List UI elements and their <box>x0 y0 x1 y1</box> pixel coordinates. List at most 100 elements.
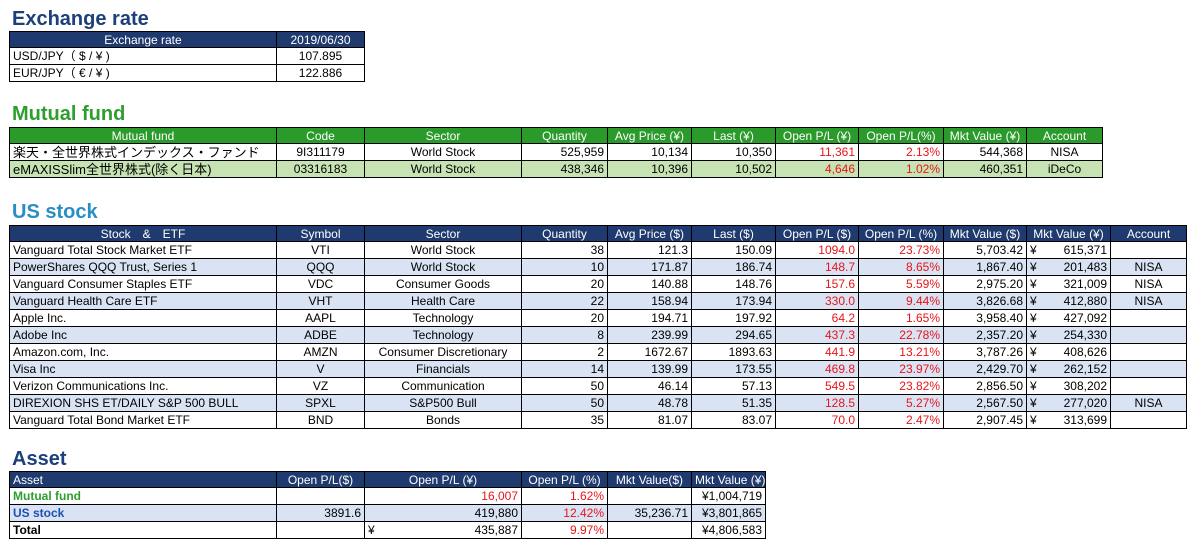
stock-open-pl-pct: 22.78% <box>858 326 944 344</box>
table-row: DIREXION SHS ET/DAILY S&P 500 BULL SPXL S&… <box>9 394 1187 412</box>
currency-pair: USD/JPY（ $ / ¥ ) <box>9 47 277 65</box>
table-row: Total ¥435,887 9.97% ¥4,806,583 <box>9 521 766 539</box>
fund-mkt-value: 544,368 <box>943 143 1027 161</box>
stock-account <box>1110 377 1187 395</box>
us-stock-table: Stock & ETF Symbol Sector Quantity Avg P… <box>9 225 1187 429</box>
stock-open-pl-pct: 8.65% <box>858 258 944 276</box>
stock-name: Vanguard Consumer Staples ETF <box>9 275 277 293</box>
exchange-header: Exchange rate <box>9 31 277 48</box>
stock-mkt-value-usd: 2,907.45 <box>943 411 1027 429</box>
mf-col-sector: Sector <box>364 127 522 144</box>
yen-symbol: ¥ <box>1030 242 1037 257</box>
stock-last: 83.07 <box>691 411 776 429</box>
stock-sector: World Stock <box>364 241 522 259</box>
stock-quantity: 22 <box>521 292 608 310</box>
stock-sector: Communication <box>364 377 522 395</box>
stock-mkt-value-jpy: 427,092 <box>1063 310 1107 325</box>
stock-sector: Consumer Goods <box>364 275 522 293</box>
stock-symbol: VHT <box>276 292 365 310</box>
asset-mkt-jpy: ¥1,004,719 <box>691 487 766 505</box>
us-col-account: Account <box>1110 225 1187 242</box>
fund-open-pl: 11,361 <box>775 143 859 161</box>
yen-symbol: ¥ <box>1030 361 1037 376</box>
stock-mkt-value-usd: 3,958.40 <box>943 309 1027 327</box>
mf-col-avg-price: Avg Price (¥) <box>607 127 692 144</box>
stock-mkt-value-jpy-cell: ¥277,020 <box>1026 394 1111 412</box>
stock-symbol: AAPL <box>276 309 365 327</box>
stock-open-pl: 128.5 <box>775 394 859 412</box>
stock-open-pl-pct: 23.82% <box>858 377 944 395</box>
asset-pl-pct: 1.62% <box>521 487 608 505</box>
stock-account: NISA <box>1110 258 1187 276</box>
stock-mkt-value-jpy-cell: ¥412,880 <box>1026 292 1111 310</box>
fund-avg-price: 10,396 <box>607 160 692 178</box>
fund-open-pl: 4,646 <box>775 160 859 178</box>
stock-mkt-value-jpy: 308,202 <box>1063 378 1107 393</box>
asset-col-mkt-jpy: Mkt Value (¥) <box>691 471 766 488</box>
stock-symbol: BND <box>276 411 365 429</box>
stock-mkt-value-jpy: 408,626 <box>1063 344 1107 359</box>
stock-open-pl-pct: 5.59% <box>858 275 944 293</box>
us-stock-title: US stock <box>12 201 98 223</box>
table-row: Visa Inc V Financials 14 139.99 173.55 469.8 23… <box>9 360 1187 378</box>
stock-avg-price: 194.71 <box>607 309 692 327</box>
stock-mkt-value-jpy-cell: ¥615,371 <box>1026 241 1111 259</box>
stock-avg-price: 46.14 <box>607 377 692 395</box>
stock-mkt-value-usd: 3,826.68 <box>943 292 1027 310</box>
asset-pl-jpy-cell: ¥435,887 <box>364 521 522 539</box>
stock-symbol: AMZN <box>276 343 365 361</box>
stock-mkt-value-jpy: 254,330 <box>1063 327 1107 342</box>
table-row: PowerShares QQQ Trust, Series 1 QQQ World … <box>9 258 1187 276</box>
asset-mkt-usd <box>607 487 692 505</box>
mf-col-quantity: Quantity <box>521 127 608 144</box>
stock-avg-price: 81.07 <box>607 411 692 429</box>
fund-open-pl-pct: 1.02% <box>858 160 944 178</box>
stock-mkt-value-jpy-cell: ¥408,626 <box>1026 343 1111 361</box>
table-row: Verizon Communications Inc. VZ Communicati… <box>9 377 1187 395</box>
mutual-fund-table: Mutual fund Code Sector Quantity Avg Pri… <box>9 127 1103 178</box>
asset-label: Total <box>9 521 277 539</box>
asset-title: Asset <box>12 448 67 470</box>
stock-mkt-value-jpy: 313,699 <box>1063 412 1107 427</box>
us-col-name: Stock & ETF <box>9 225 277 242</box>
stock-open-pl: 330.0 <box>775 292 859 310</box>
stock-mkt-value-jpy: 615,371 <box>1063 242 1107 257</box>
stock-last: 197.92 <box>691 309 776 327</box>
asset-col-mkt-usd: Mkt Value($) <box>607 471 692 488</box>
table-row: Vanguard Health Care ETF VHT Health Care 22… <box>9 292 1187 310</box>
asset-pl-usd: 3891.6 <box>276 504 365 522</box>
table-row: Adobe Inc ADBE Technology 8 239.99 294.65 437.… <box>9 326 1187 344</box>
stock-open-pl: 148.7 <box>775 258 859 276</box>
stock-open-pl-pct: 1.65% <box>858 309 944 327</box>
fund-code: 9I311179 <box>276 143 365 161</box>
mutual-fund-title: Mutual fund <box>12 103 126 125</box>
fund-name: 楽天・全世界株式インデックス・ファンド <box>9 143 277 161</box>
stock-mkt-value-jpy-cell: ¥427,092 <box>1026 309 1111 327</box>
asset-pl-pct: 9.97% <box>521 521 608 539</box>
fund-last: 10,350 <box>691 143 776 161</box>
stock-name: Vanguard Total Stock Market ETF <box>9 241 277 259</box>
yen-symbol: ¥ <box>1030 259 1037 274</box>
stock-name: Apple Inc. <box>9 309 277 327</box>
stock-symbol: VDC <box>276 275 365 293</box>
stock-name: PowerShares QQQ Trust, Series 1 <box>9 258 277 276</box>
stock-account <box>1110 309 1187 327</box>
stock-name: Verizon Communications Inc. <box>9 377 277 395</box>
stock-symbol: V <box>276 360 365 378</box>
stock-mkt-value-usd: 2,856.50 <box>943 377 1027 395</box>
stock-last: 51.35 <box>691 394 776 412</box>
stock-quantity: 38 <box>521 241 608 259</box>
stock-symbol: ADBE <box>276 326 365 344</box>
stock-avg-price: 1672.67 <box>607 343 692 361</box>
stock-account <box>1110 326 1187 344</box>
stock-open-pl-pct: 23.73% <box>858 241 944 259</box>
asset-label: Mutual fund <box>9 487 277 505</box>
mf-col-open-pl-pct: Open P/L(%) <box>858 127 944 144</box>
yen-symbol: ¥ <box>368 522 375 537</box>
stock-avg-price: 121.3 <box>607 241 692 259</box>
fund-mkt-value: 460,351 <box>943 160 1027 178</box>
stock-open-pl-pct: 23.97% <box>858 360 944 378</box>
stock-last: 173.55 <box>691 360 776 378</box>
stock-name: Vanguard Health Care ETF <box>9 292 277 310</box>
stock-open-pl-pct: 5.27% <box>858 394 944 412</box>
